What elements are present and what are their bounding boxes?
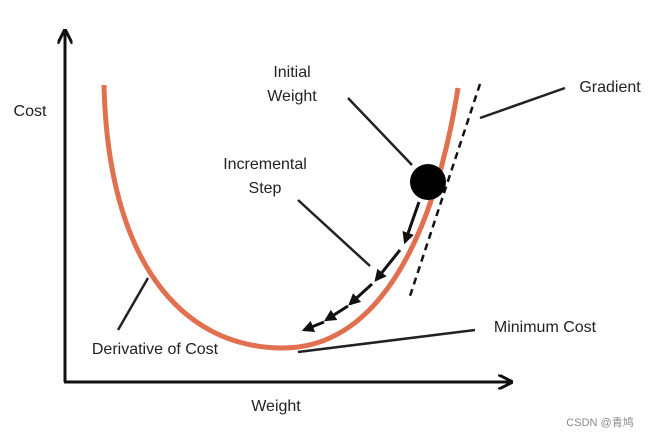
x-axis-label: Weight [251, 398, 301, 415]
label: Initial [273, 64, 310, 81]
steps [301, 201, 421, 333]
cost-curve [101, 84, 461, 351]
initial-ball [410, 164, 446, 200]
leader-line [479, 86, 566, 120]
leader-line [297, 328, 476, 354]
label: Step [249, 180, 282, 197]
watermark: CSDN @青鸠 [566, 415, 633, 429]
step-arrow [323, 304, 349, 322]
step-arrow [348, 282, 374, 306]
leader-line [297, 199, 371, 267]
label: Minimum Cost [494, 319, 597, 336]
gradient-line [408, 83, 482, 297]
label: Gradient [579, 79, 641, 96]
step-arrow [402, 201, 421, 245]
step-arrow [301, 320, 325, 333]
label: Incremental [223, 156, 307, 173]
label: Weight [267, 88, 317, 105]
step-arrow [374, 249, 402, 282]
leader-line [116, 277, 150, 331]
y-axis-label: Cost [14, 103, 47, 120]
leader-line [347, 97, 413, 166]
label: Derivative of Cost [92, 341, 219, 358]
